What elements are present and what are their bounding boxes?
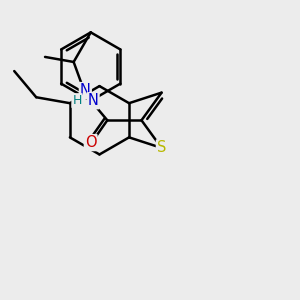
Text: S: S [157,140,166,155]
Text: N: N [88,93,99,108]
Text: O: O [85,135,97,150]
Text: N: N [80,83,91,98]
Text: H: H [72,94,82,107]
